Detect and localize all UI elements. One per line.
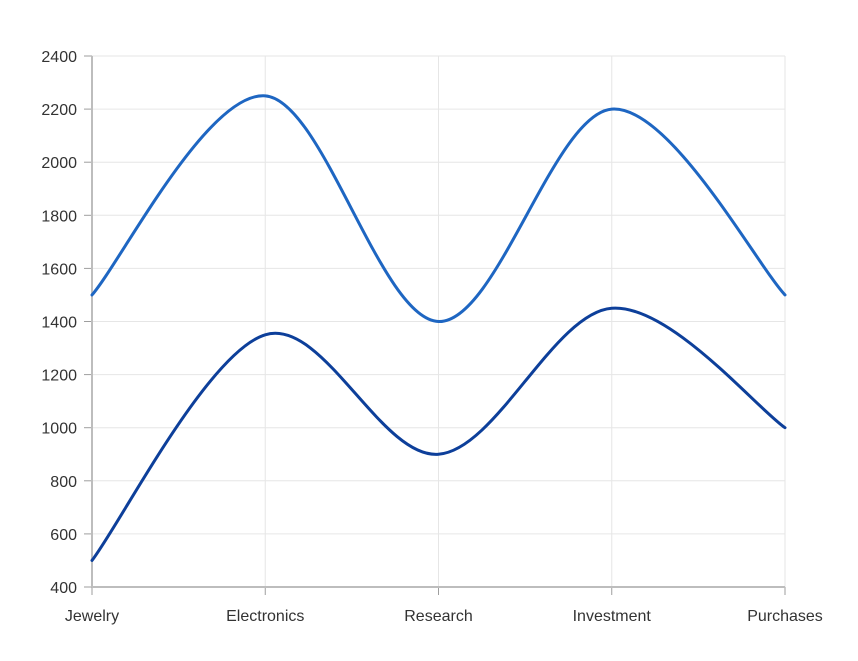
y-tick-label: 800 xyxy=(50,474,77,491)
y-tick-label: 1600 xyxy=(41,261,77,278)
y-tick-label: 2400 xyxy=(41,49,77,66)
series-line-1 xyxy=(90,94,787,324)
y-tick-label: 2200 xyxy=(41,102,77,119)
x-tick-label: Electronics xyxy=(226,608,304,625)
tick-labels: 400 600 800 1000 1200 1400 1600 1800 2000 2200 240… xyxy=(41,49,822,625)
y-tick-label: 600 xyxy=(50,527,77,544)
y-tick-label: 1000 xyxy=(41,421,77,438)
axes xyxy=(84,55,786,595)
series-line-2 xyxy=(90,306,787,562)
y-tick-label: 400 xyxy=(50,580,77,597)
x-tick-label: Investment xyxy=(573,608,652,625)
series-lines xyxy=(90,94,787,562)
x-tick-label: Purchases xyxy=(747,608,823,625)
y-tick-label: 1200 xyxy=(41,368,77,385)
x-tick-label: Jewelry xyxy=(65,608,119,625)
y-tick-label: 1400 xyxy=(41,315,77,332)
y-tick-label: 2000 xyxy=(41,155,77,172)
x-tick-label: Research xyxy=(404,608,472,625)
y-tick-label: 1800 xyxy=(41,208,77,225)
